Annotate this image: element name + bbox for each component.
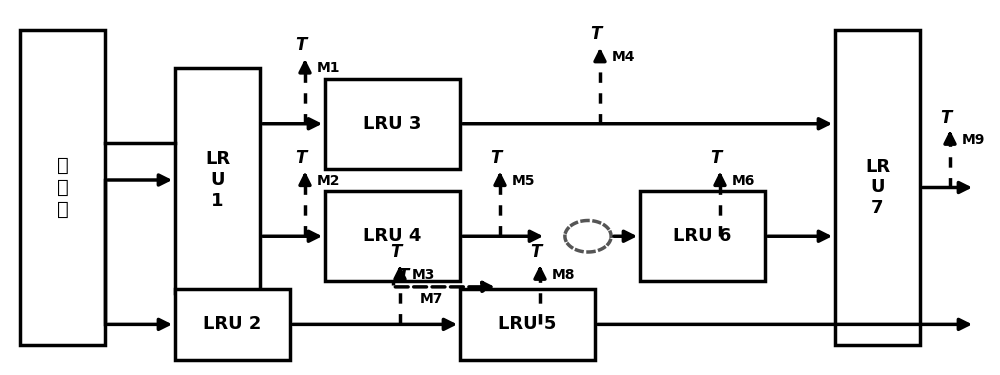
Text: M4: M4 xyxy=(612,50,636,64)
Bar xyxy=(20,30,105,345)
Bar xyxy=(460,289,595,360)
Text: M2: M2 xyxy=(317,174,340,188)
Text: M9: M9 xyxy=(962,134,985,147)
Text: M8: M8 xyxy=(552,268,576,282)
Text: LRU 3: LRU 3 xyxy=(363,115,422,133)
Text: T: T xyxy=(390,243,401,261)
Text: LRU 2: LRU 2 xyxy=(203,315,262,333)
Text: T: T xyxy=(295,36,306,54)
Text: M3: M3 xyxy=(412,268,435,282)
Text: LRU 4: LRU 4 xyxy=(363,227,422,245)
Text: 子
系
统: 子 系 统 xyxy=(57,156,68,219)
Text: LR
U
7: LR U 7 xyxy=(865,158,890,217)
Bar xyxy=(175,68,260,292)
Text: LR
U
1: LR U 1 xyxy=(205,150,230,210)
Bar xyxy=(325,79,460,169)
Bar xyxy=(175,289,290,360)
Text: M5: M5 xyxy=(512,174,536,188)
Text: T: T xyxy=(295,149,306,167)
Text: T: T xyxy=(940,109,951,127)
Text: M1: M1 xyxy=(317,61,340,75)
Text: T: T xyxy=(398,267,409,285)
Text: M7: M7 xyxy=(420,292,443,306)
Text: T: T xyxy=(590,25,601,43)
Text: T: T xyxy=(530,243,541,261)
Bar xyxy=(640,191,765,281)
Bar xyxy=(325,191,460,281)
Text: LRU 6: LRU 6 xyxy=(673,227,732,245)
Bar xyxy=(835,30,920,345)
Text: T: T xyxy=(490,149,501,167)
Text: M6: M6 xyxy=(732,174,755,188)
Text: LRU 5: LRU 5 xyxy=(498,315,557,333)
Text: T: T xyxy=(710,149,721,167)
